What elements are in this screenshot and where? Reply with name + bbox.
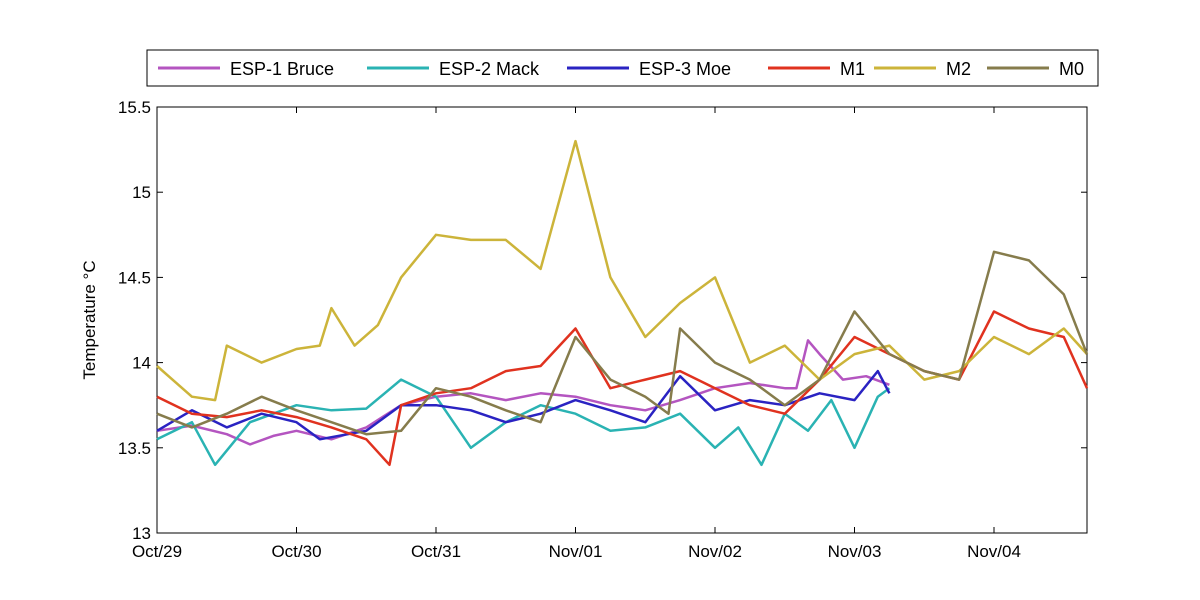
y-tick-label: 14.5 [118,268,151,287]
legend-label: M0 [1059,59,1084,79]
series-line-1 [156,378,891,467]
plot-area: Oct/29 Oct/30 Oct/31 Nov/01 Nov/02 Nov/03 Nov/… [118,98,1089,561]
y-tick-label: 13 [132,524,151,543]
plot-frame [156,106,1088,534]
x-tick-label: Nov/01 [549,542,603,561]
legend-label: ESP-3 Moe [639,59,731,79]
y-axis-label: Temperature °C [80,260,99,379]
y-tick-label: 13.5 [118,439,151,458]
x-tick-label: Oct/31 [411,542,461,561]
y-tick-label: 15 [132,183,151,202]
series-line-5 [156,250,1089,436]
legend-label: ESP-1 Bruce [230,59,334,79]
legend-label: ESP-2 Mack [439,59,540,79]
x-tick-label: Oct/30 [271,542,321,561]
series-line-4 [156,139,1088,402]
x-tick-label: Nov/04 [967,542,1021,561]
legend-label: M2 [946,59,971,79]
y-tick-label: 15.5 [118,98,151,117]
legend: ESP-1 Bruce ESP-2 Mack ESP-3 Moe M1 M2 M0 [146,49,1099,87]
series-line-0 [156,339,890,446]
y-tick-label: 14 [132,354,151,373]
x-tick-label: Nov/03 [828,542,882,561]
x-tick-label: Nov/02 [688,542,742,561]
x-tick-label: Oct/29 [132,542,182,561]
legend-label: M1 [840,59,865,79]
